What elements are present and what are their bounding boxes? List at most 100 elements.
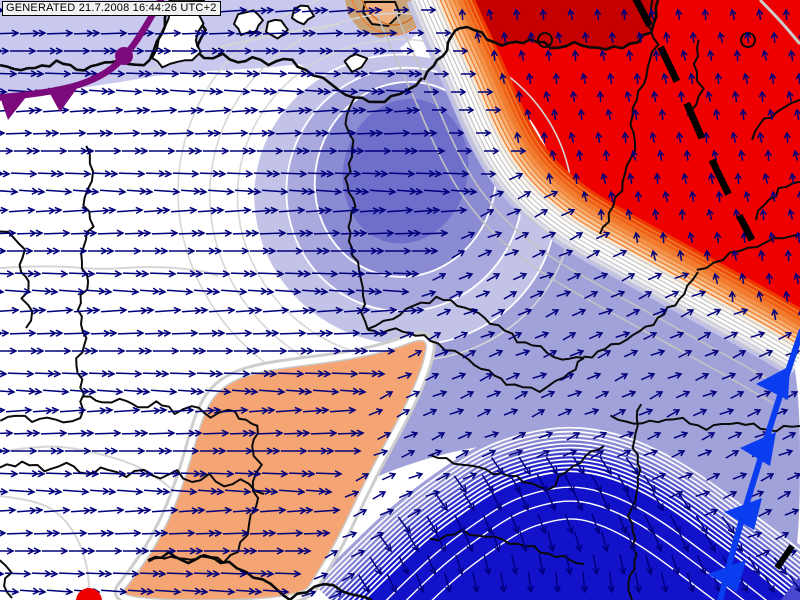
wind-arrow bbox=[0, 406, 6, 415]
wind-arrow bbox=[477, 408, 492, 418]
wind-arrow bbox=[626, 49, 634, 61]
wind-arrow bbox=[788, 49, 796, 61]
wind-arrow bbox=[547, 531, 556, 553]
wind-arrow bbox=[193, 569, 221, 578]
wind-arrow bbox=[334, 170, 362, 178]
wind-arrow bbox=[645, 554, 654, 576]
wind-arrow bbox=[236, 587, 263, 596]
wind-arrow bbox=[168, 529, 196, 537]
wind-arrow bbox=[311, 270, 339, 278]
wind-arrow bbox=[625, 457, 639, 476]
wind-arrows-layer bbox=[0, 6, 800, 600]
wind-arrow bbox=[477, 249, 493, 258]
occlusion-dot bbox=[115, 47, 133, 65]
wind-arrow bbox=[455, 450, 470, 459]
wind-arrow bbox=[141, 529, 169, 538]
wind-arrow bbox=[686, 572, 695, 594]
wind-arrow bbox=[503, 291, 518, 300]
wind-arrow bbox=[115, 247, 142, 255]
wind-arrow bbox=[457, 147, 473, 155]
wind-arrow bbox=[539, 8, 547, 21]
wind-arrow bbox=[377, 431, 392, 441]
wind-arrow bbox=[330, 406, 357, 415]
wind-arrow bbox=[172, 47, 199, 55]
wind-arrow bbox=[9, 329, 37, 337]
wind-arrow bbox=[797, 308, 800, 321]
wind-arrow bbox=[714, 231, 722, 243]
wind-arrow bbox=[232, 387, 259, 396]
wind-arrow bbox=[572, 456, 585, 476]
wind-arrow bbox=[514, 131, 522, 143]
cold-front-triangle bbox=[0, 92, 30, 120]
wind-arrow bbox=[451, 250, 466, 259]
wind-arrow bbox=[207, 347, 234, 355]
wind-arrow bbox=[358, 574, 370, 594]
wind-arrow bbox=[661, 72, 669, 84]
wind-arrow bbox=[612, 249, 628, 258]
wind-arrow bbox=[689, 190, 697, 202]
wind-arrow bbox=[545, 49, 553, 61]
cold-front-triangle bbox=[740, 432, 776, 466]
wind-arrow bbox=[229, 429, 257, 438]
wind-arrow bbox=[427, 332, 442, 341]
wind-arrow bbox=[44, 70, 72, 78]
wind-arrow bbox=[233, 69, 261, 78]
wind-arrow bbox=[742, 72, 750, 84]
wind-arrow bbox=[203, 147, 230, 155]
wind-arrow bbox=[254, 447, 281, 455]
wind-arrow bbox=[671, 449, 686, 459]
wind-arrow bbox=[733, 49, 741, 62]
wind-arrow bbox=[367, 229, 395, 237]
wind-arrow bbox=[172, 170, 200, 178]
wind-arrow bbox=[19, 29, 47, 38]
wind-arrow bbox=[370, 29, 398, 37]
wind-arrow bbox=[701, 8, 709, 21]
wind-arrow bbox=[605, 108, 613, 120]
wind-arrow bbox=[733, 307, 749, 316]
warm-sea-region bbox=[446, 0, 658, 50]
wind-arrow bbox=[449, 407, 465, 416]
wind-arrow bbox=[394, 229, 422, 238]
wind-arrow bbox=[301, 589, 317, 598]
wind-arrow bbox=[171, 206, 198, 215]
wind-arrow bbox=[644, 514, 655, 535]
wind-arrow bbox=[248, 129, 276, 138]
wind-arrow bbox=[85, 569, 113, 578]
wind-arrow bbox=[231, 547, 258, 555]
wind-arrow bbox=[86, 129, 114, 138]
wind-arrow bbox=[712, 272, 720, 284]
wind-arrow bbox=[288, 347, 315, 355]
wind-arrow bbox=[373, 448, 389, 457]
wind-arrow bbox=[385, 247, 412, 255]
wind-arrow bbox=[517, 191, 532, 200]
wind-arrow bbox=[653, 172, 661, 185]
wind-arrow bbox=[38, 447, 65, 455]
wind-arrow bbox=[340, 229, 368, 238]
wind-arrow bbox=[538, 554, 546, 576]
wind-arrow bbox=[680, 49, 688, 61]
wind-arrow bbox=[597, 350, 612, 359]
wind-arrow bbox=[424, 187, 451, 196]
wind-arrow bbox=[31, 569, 59, 578]
wind-arrow bbox=[61, 370, 89, 378]
wind-arrow bbox=[515, 348, 531, 357]
wind-arrow bbox=[343, 187, 370, 196]
wind-arrow bbox=[61, 247, 88, 255]
wind-arrow bbox=[487, 230, 503, 239]
wind-arrow bbox=[515, 90, 523, 103]
wind-arrow bbox=[472, 572, 480, 594]
wind-arrow bbox=[118, 170, 146, 178]
wind-arrow bbox=[359, 87, 386, 96]
border-line bbox=[367, 295, 585, 361]
wind-arrow bbox=[759, 208, 767, 221]
wind-arrow bbox=[541, 231, 557, 239]
trough-dash bbox=[774, 544, 795, 570]
wind-arrow bbox=[704, 533, 716, 553]
wind-arrow bbox=[381, 472, 397, 481]
wind-arrow bbox=[743, 190, 751, 202]
wind-arrow bbox=[101, 587, 128, 596]
wind-arrow bbox=[640, 372, 656, 381]
wind-arrow bbox=[149, 270, 177, 278]
wind-arrow bbox=[619, 430, 635, 439]
wind-arrow bbox=[36, 206, 63, 215]
